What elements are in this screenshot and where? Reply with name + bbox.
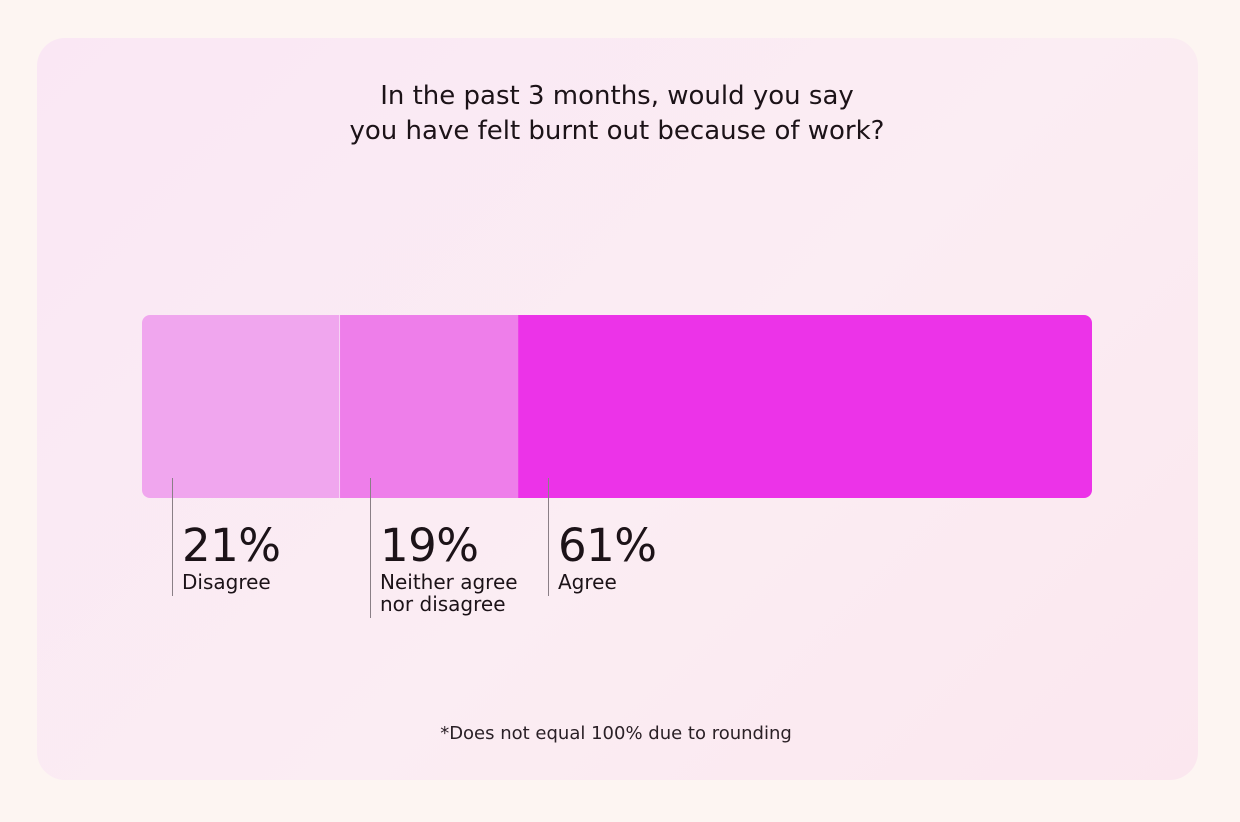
bar-segment-agree <box>518 315 1092 498</box>
callout-disagree: 21% Disagree <box>182 519 281 594</box>
bar-segment-neither <box>339 315 519 498</box>
callout-neither: 19% Neither agree nor disagree <box>380 519 518 616</box>
category-label-disagree: Disagree <box>182 570 271 594</box>
bar-segment-disagree <box>142 315 341 498</box>
value-label-neither: 19% <box>380 519 479 572</box>
leader-line-neither <box>370 478 371 618</box>
value-label-agree: 61% <box>558 519 657 572</box>
category-label-neither-line-2: nor disagree <box>380 592 506 616</box>
chart-title-line-2: you have felt burnt out because of work? <box>349 116 885 146</box>
category-label-neither-line-1: Neither agree <box>380 570 518 594</box>
leader-line-disagree <box>172 478 173 596</box>
leader-line-agree <box>548 478 549 596</box>
category-label-agree: Agree <box>558 570 617 594</box>
bar-segments <box>142 315 1092 498</box>
chart-title-line-1: In the past 3 months, would you say <box>380 81 854 111</box>
value-label-disagree: 21% <box>182 519 281 572</box>
footnote: *Does not equal 100% due to rounding <box>440 723 792 744</box>
callout-agree: 61% Agree <box>558 519 657 594</box>
chart-title: In the past 3 months, would you say you … <box>0 79 1234 149</box>
